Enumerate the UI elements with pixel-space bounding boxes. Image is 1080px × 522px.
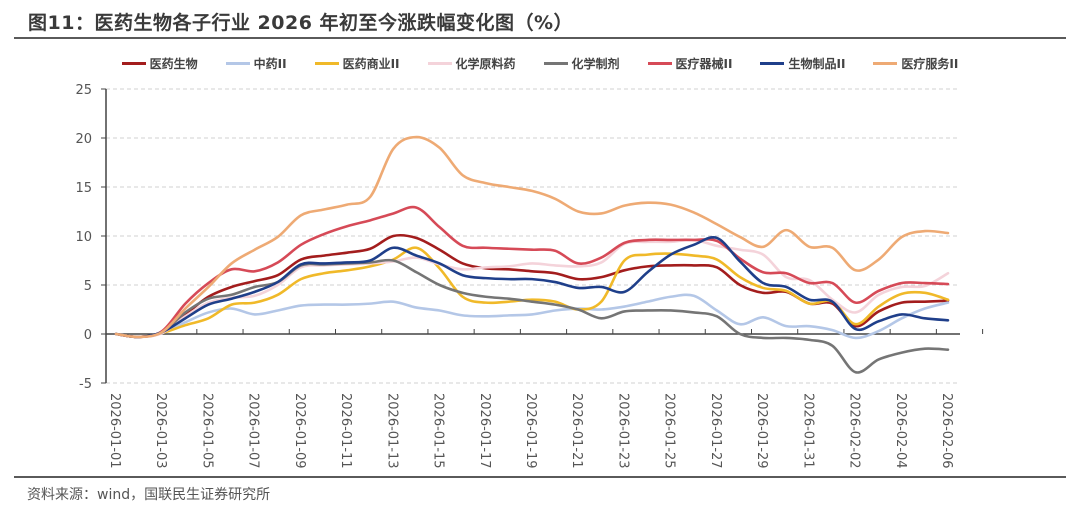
legend-swatch: [121, 61, 146, 65]
x-tick-label: 2026-02-02: [847, 393, 862, 469]
legend-label: 化学制剂: [571, 56, 620, 71]
x-tick-label: 2026-02-04: [893, 393, 908, 469]
x-tick-label: 2026-01-09: [292, 393, 307, 469]
legend-label: 生物制品II: [788, 56, 846, 71]
legend-swatch: [647, 61, 672, 65]
y-tick-label: 25: [75, 83, 92, 98]
y-tick-label: 15: [75, 181, 92, 196]
x-tick-label: 2026-01-17: [477, 393, 492, 469]
legend-label: 中药II: [253, 56, 287, 71]
legend-label: 医药商业II: [342, 56, 400, 71]
footer-divider: [14, 476, 1066, 478]
y-tick-label: -5: [79, 377, 92, 392]
x-tick-label: 2026-01-15: [431, 393, 446, 469]
legend-swatch: [873, 61, 898, 65]
series-line-6: [114, 205, 950, 339]
x-tick-label: 2026-01-29: [754, 393, 769, 469]
y-tick-label: 10: [75, 230, 92, 245]
legend-item: 化学制剂: [543, 52, 620, 74]
legend-item: 医药生物: [121, 52, 198, 74]
x-tick-label: 2026-01-05: [199, 393, 214, 469]
x-tick-label: 2026-01-13: [384, 393, 399, 469]
legend-swatch: [543, 61, 568, 65]
x-tick-label: 2026-01-11: [338, 393, 353, 469]
x-tick-label: 2026-01-03: [153, 393, 168, 469]
y-tick-label: 20: [75, 132, 92, 147]
x-tick-label: 2026-01-25: [662, 393, 677, 469]
legend-swatch: [427, 61, 452, 65]
legend-item: 医药商业II: [314, 52, 400, 74]
legend-label: 化学原料药: [455, 56, 516, 71]
legend-item: 医疗服务II: [873, 52, 958, 74]
x-tick-label: 2026-01-19: [523, 393, 538, 469]
legend-item: 生物制品II: [760, 52, 845, 74]
x-tick-label: 2026-01-31: [800, 393, 815, 469]
x-tick-label: 2026-01-23: [615, 393, 630, 469]
x-tick-label: 2026-01-07: [246, 393, 261, 469]
y-tick-label: 0: [84, 328, 92, 343]
x-tick-label: 2026-01-01: [107, 393, 122, 469]
legend-item: 中药II: [225, 52, 287, 74]
legend-swatch: [314, 61, 339, 65]
line-chart: 25 20 15 10 5 0 -5 2026-01-01 2026-01-03 2026-01-…: [75, 83, 984, 469]
series-line-7: [114, 236, 950, 339]
legend-label: 医药生物: [149, 56, 198, 71]
series-line-3: [114, 246, 950, 339]
y-tick-label: 5: [84, 279, 92, 294]
series-line-2: [114, 293, 950, 340]
legend-label: 医疗器械II: [675, 56, 733, 71]
series-line-5: [114, 258, 950, 374]
series-line-4: [114, 238, 950, 339]
legend-swatch: [760, 61, 785, 65]
title-divider: [14, 37, 1066, 39]
x-tick-label: 2026-01-27: [708, 393, 723, 469]
x-tick-label: 2026-01-21: [569, 393, 584, 469]
x-tick-label: 2026-02-06: [939, 393, 954, 469]
series-line-8: [114, 135, 950, 339]
source-note: 资料来源：wind，国联民生证券研究所: [27, 487, 271, 503]
legend-label: 医疗服务II: [901, 56, 959, 71]
chart-legend: 医药生物 中药II 医药商业II 化学原料药 化学制剂 医疗器械II 生物制品II 医疗服务I…: [0, 52, 1080, 74]
legend-item: 医疗器械II: [647, 52, 733, 74]
chart-title: 图11：医药生物各子行业 2026 年初至今涨跌幅变化图（%）: [28, 12, 574, 34]
legend-item: 化学原料药: [427, 52, 516, 74]
legend-swatch: [225, 61, 250, 65]
